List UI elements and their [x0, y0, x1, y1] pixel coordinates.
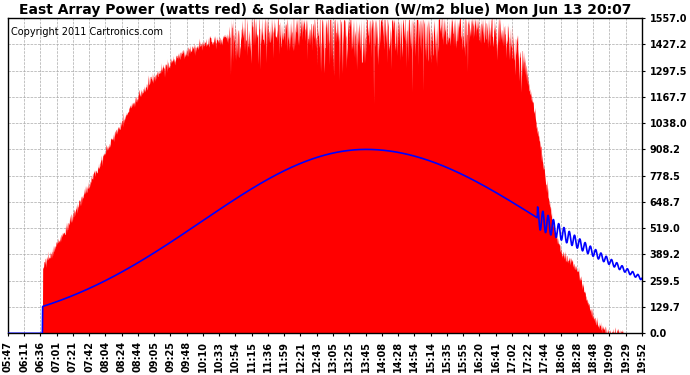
Title: East Array Power (watts red) & Solar Radiation (W/m2 blue) Mon Jun 13 20:07: East Array Power (watts red) & Solar Rad… — [19, 3, 631, 17]
Text: Copyright 2011 Cartronics.com: Copyright 2011 Cartronics.com — [11, 27, 163, 38]
